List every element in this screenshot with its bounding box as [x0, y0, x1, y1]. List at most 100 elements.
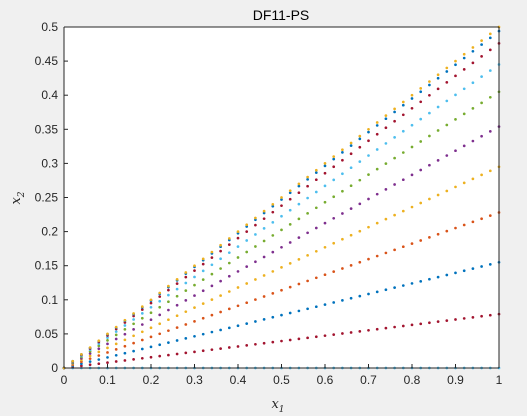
- data-point: [349, 331, 353, 334]
- data-point: [254, 245, 257, 248]
- data-point: [97, 347, 101, 351]
- data-point: [393, 110, 396, 114]
- series-1: [62, 312, 501, 370]
- data-point: [210, 313, 214, 317]
- data-point: [384, 288, 388, 292]
- data-point: [262, 318, 266, 321]
- data-point: [167, 353, 170, 357]
- data-point: [210, 256, 214, 259]
- data-point: [367, 292, 370, 296]
- data-point: [445, 154, 449, 157]
- data-point: [262, 295, 266, 298]
- data-point: [227, 251, 231, 255]
- data-point: [193, 264, 196, 268]
- data-point: [236, 304, 240, 308]
- data-point: [358, 229, 362, 233]
- y-tick-label: 0.1: [41, 293, 58, 307]
- data-point: [410, 106, 414, 110]
- data-point: [254, 320, 257, 323]
- data-point: [288, 285, 292, 289]
- data-point: [123, 351, 127, 355]
- data-point: [488, 169, 492, 173]
- data-point: [280, 198, 283, 201]
- data-point: [106, 351, 109, 354]
- data-point: [341, 151, 344, 154]
- data-point: [367, 173, 370, 176]
- data-point: [480, 173, 483, 177]
- data-point: [140, 316, 144, 320]
- data-point: [158, 354, 162, 358]
- data-point: [114, 330, 118, 333]
- data-point: [280, 313, 283, 317]
- data-point: [227, 307, 231, 311]
- data-point: [262, 274, 266, 277]
- data-point: [488, 313, 492, 317]
- data-point: [158, 299, 162, 303]
- data-point: [288, 208, 292, 212]
- data-point: [210, 330, 214, 334]
- data-point: [149, 335, 153, 339]
- data-point: [106, 356, 109, 359]
- data-point: [132, 318, 135, 321]
- data-point: [428, 236, 431, 239]
- data-point: [480, 314, 483, 318]
- x-tick-label: 0.7: [360, 373, 377, 387]
- data-point: [271, 250, 275, 254]
- data-point: [288, 338, 292, 342]
- data-point: [288, 262, 292, 265]
- data-point: [271, 220, 275, 224]
- data-point: [201, 289, 205, 293]
- data-point: [410, 323, 414, 327]
- data-point: [88, 363, 92, 367]
- data-point: [314, 335, 318, 339]
- x-tick-label: 0.5: [273, 373, 290, 387]
- data-point: [193, 306, 196, 309]
- data-point: [132, 314, 135, 318]
- data-point: [149, 355, 153, 359]
- data-point: [436, 76, 440, 80]
- data-point: [314, 171, 318, 174]
- data-point: [149, 301, 153, 305]
- data-point: [367, 257, 370, 261]
- data-point: [123, 359, 127, 362]
- y-tick-label: 0.35: [35, 122, 59, 136]
- data-point: [236, 286, 240, 289]
- data-point: [297, 337, 301, 341]
- data-point: [410, 282, 414, 285]
- data-point: [271, 202, 275, 206]
- data-point: [358, 160, 362, 163]
- data-point: [488, 263, 492, 266]
- data-point: [297, 236, 301, 239]
- data-point: [227, 274, 231, 278]
- data-point: [245, 230, 249, 233]
- data-point: [175, 352, 179, 356]
- data-point: [454, 226, 457, 230]
- data-point: [245, 344, 249, 347]
- data-point: [462, 67, 466, 71]
- data-point: [175, 294, 179, 298]
- data-point: [375, 290, 379, 294]
- chart-title: DF11-PS: [253, 7, 310, 23]
- data-point: [245, 250, 249, 254]
- x-axis-label: x1: [271, 397, 284, 415]
- data-point: [288, 223, 292, 226]
- data-point: [297, 182, 301, 186]
- data-point: [358, 202, 362, 206]
- data-point: [401, 113, 405, 117]
- data-point: [436, 275, 440, 279]
- data-point: [106, 346, 109, 350]
- data-point: [332, 216, 336, 220]
- data-point: [88, 352, 92, 355]
- data-point: [236, 236, 240, 240]
- data-point: [123, 332, 127, 336]
- data-point: [123, 324, 127, 327]
- data-point: [106, 336, 109, 339]
- data-point: [80, 362, 83, 366]
- data-point: [245, 322, 249, 325]
- data-point: [480, 43, 483, 46]
- data-point: [323, 303, 327, 306]
- data-point: [201, 262, 205, 266]
- data-point: [454, 185, 457, 189]
- data-point: [462, 223, 466, 227]
- data-point: [480, 55, 483, 58]
